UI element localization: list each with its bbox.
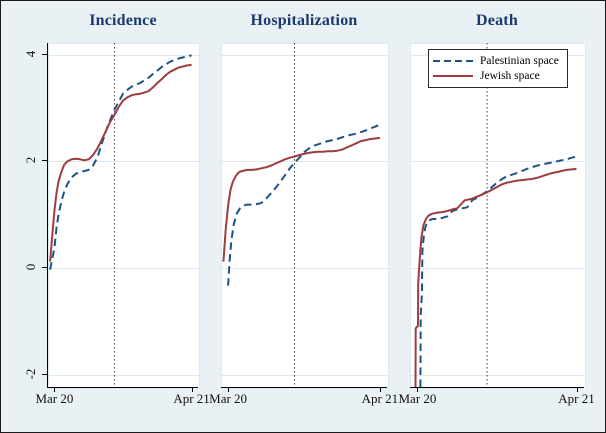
legend-box: Palestinian space Jewish space bbox=[428, 49, 568, 88]
x-axis-tick-label: Apr 21 bbox=[361, 391, 399, 406]
plot-area-death bbox=[414, 43, 577, 387]
plot-area-hospitalization bbox=[222, 43, 381, 387]
y-axis-line bbox=[47, 43, 48, 388]
gridline bbox=[222, 54, 388, 56]
gridline bbox=[49, 268, 199, 269]
legend-label: Palestinian space bbox=[480, 55, 559, 67]
y-axis-tick bbox=[42, 267, 47, 268]
y-axis-tick-label: 0 bbox=[23, 263, 38, 271]
x-axis-tick-label: Mar 20 bbox=[35, 391, 74, 406]
series-line-jewish-space bbox=[49, 63, 192, 262]
x-axis-tick bbox=[417, 388, 419, 392]
y-axis-tick-label: -2 bbox=[23, 368, 38, 380]
legend-item-jewish-space: Jewish space bbox=[433, 70, 563, 82]
y-axis-tick bbox=[42, 53, 47, 55]
gridline bbox=[411, 161, 585, 163]
x-axis-tick-label: Mar 20 bbox=[398, 391, 437, 406]
x-axis-line-death bbox=[410, 387, 584, 388]
x-axis-tick bbox=[576, 388, 578, 392]
gridline bbox=[411, 374, 585, 376]
gridline bbox=[222, 161, 388, 163]
x-axis-line-hospitalization bbox=[221, 387, 387, 388]
y-axis-tick bbox=[42, 160, 47, 162]
y-axis-tick-label: 4 bbox=[23, 50, 38, 57]
x-axis-tick bbox=[228, 388, 230, 392]
plot-panel-incidence bbox=[48, 43, 200, 389]
x-axis-tick bbox=[54, 388, 56, 392]
x-axis-tick bbox=[379, 388, 381, 392]
x-axis-tick-label: Mar 20 bbox=[209, 391, 248, 406]
legend-item-palestinian-space: Palestinian space bbox=[433, 55, 563, 67]
x-axis-tick bbox=[191, 388, 193, 392]
gridline bbox=[222, 374, 388, 376]
gridline bbox=[49, 374, 199, 376]
dashed-line-swatch-icon bbox=[433, 60, 473, 62]
panel-title-death: Death bbox=[476, 12, 518, 29]
x-axis-tick-label: Apr 21 bbox=[558, 391, 595, 406]
plot-area-incidence bbox=[49, 43, 192, 387]
gridline bbox=[49, 54, 199, 56]
gridline bbox=[222, 268, 388, 269]
x-axis-tick-label: Apr 21 bbox=[173, 391, 210, 406]
x-axis-line-incidence bbox=[47, 387, 198, 388]
series-line-jewish-space bbox=[414, 167, 577, 387]
series-line-palestinian-space bbox=[419, 155, 577, 387]
series-line-jewish-space bbox=[222, 136, 381, 262]
y-axis-tick-label: 2 bbox=[23, 157, 38, 164]
solid-line-swatch-icon bbox=[433, 75, 473, 77]
series-line-palestinian-space bbox=[227, 123, 381, 286]
gridline bbox=[411, 268, 585, 269]
plot-panel-hospitalization bbox=[221, 43, 389, 389]
panel-title-incidence: Incidence bbox=[89, 12, 157, 29]
y-axis-tick bbox=[42, 373, 47, 375]
plot-panel-death bbox=[410, 43, 586, 389]
gridline bbox=[49, 161, 199, 163]
legend-label: Jewish space bbox=[480, 70, 540, 82]
series-line-palestinian-space bbox=[49, 54, 192, 270]
panel-title-hospitalization: Hospitalization bbox=[250, 12, 358, 29]
